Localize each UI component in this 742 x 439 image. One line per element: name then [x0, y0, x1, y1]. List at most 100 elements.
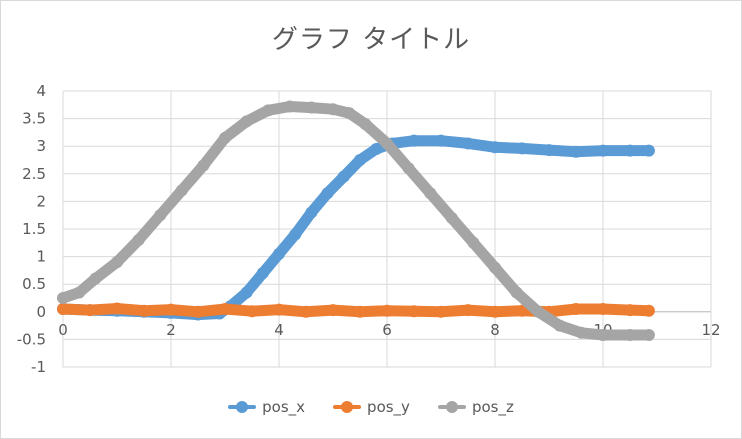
data-point-pos-x [370, 142, 383, 155]
data-point-pos-x [408, 134, 420, 147]
legend-dot-pos-y [341, 401, 354, 413]
data-point-pos-x [305, 206, 318, 219]
data-point-pos-x [240, 286, 253, 299]
data-point-pos-x [624, 144, 636, 157]
data-point-pos-z [305, 101, 318, 114]
data-point-pos-y [57, 303, 69, 316]
data-point-pos-y [435, 305, 447, 318]
legend-item-pos-z: pos_z [437, 398, 514, 416]
data-point-pos-z [262, 104, 275, 117]
data-point-pos-z [381, 137, 393, 150]
data-point-pos-y [84, 304, 96, 317]
data-point-pos-z [73, 286, 86, 299]
legend-label-pos-x: pos_x [262, 398, 306, 416]
data-point-pos-z [343, 107, 356, 120]
data-point-pos-x [337, 170, 350, 183]
data-point-pos-z [219, 131, 231, 144]
data-point-pos-y [246, 305, 258, 318]
x-tick-label: 6 [382, 321, 392, 339]
data-point-pos-z [154, 209, 167, 222]
data-point-pos-y [408, 305, 420, 318]
data-point-pos-z [597, 328, 609, 341]
chart-title: グラフ タイトル [271, 25, 471, 55]
y-tick-label: 2.5 [22, 165, 46, 183]
data-point-pos-z [359, 118, 372, 131]
data-point-pos-z [489, 261, 501, 274]
data-point-pos-y [642, 304, 655, 317]
data-point-pos-x [543, 144, 555, 157]
y-tick-label: 0.5 [22, 275, 46, 293]
data-point-pos-z [327, 103, 339, 116]
data-point-pos-x [462, 137, 474, 150]
data-point-pos-z [240, 115, 253, 128]
y-tick-label: 0 [36, 303, 46, 321]
data-point-pos-y [381, 304, 393, 317]
data-point-pos-z [402, 162, 415, 175]
data-point-pos-z [283, 100, 296, 113]
y-tick-label: -0.5 [17, 330, 46, 348]
data-point-pos-z [445, 211, 458, 224]
data-point-pos-z [424, 187, 437, 200]
legend-item-pos-x: pos_x [228, 398, 305, 416]
data-point-pos-y [219, 303, 231, 316]
data-point-pos-x [435, 134, 447, 147]
data-point-pos-z [553, 319, 566, 332]
x-tick-label: 4 [274, 321, 284, 339]
data-point-pos-z [132, 234, 145, 247]
legend-item-pos-y: pos_y [333, 398, 410, 416]
data-point-pos-x [256, 267, 269, 280]
data-point-pos-y [138, 304, 150, 317]
legend-marker-pos-y [333, 400, 362, 414]
data-point-pos-y [300, 305, 312, 318]
legend-marker-pos-z [437, 400, 466, 414]
data-point-pos-z [111, 256, 123, 269]
data-point-pos-z [57, 292, 69, 304]
data-point-pos-z [510, 286, 523, 299]
data-point-pos-z [89, 272, 102, 285]
data-point-pos-z [575, 326, 588, 339]
legend-dot-pos-z [445, 401, 458, 413]
data-point-pos-y [192, 305, 204, 318]
data-point-pos-z [197, 159, 210, 172]
legend-dot-pos-x [236, 401, 249, 413]
y-tick-label: 3.5 [22, 110, 46, 128]
data-point-pos-y [273, 303, 285, 316]
data-point-pos-y [597, 303, 609, 316]
data-point-pos-y [354, 305, 366, 318]
x-tick-label: 2 [166, 321, 176, 339]
data-point-pos-y [624, 304, 636, 317]
data-point-pos-z [532, 305, 545, 318]
legend-label-pos-y: pos_y [367, 398, 410, 416]
data-point-pos-y [111, 302, 123, 315]
legend-label-pos-z: pos_z [471, 398, 514, 416]
y-tick-label: 1 [36, 248, 46, 266]
data-point-pos-x [642, 144, 655, 157]
data-point-pos-z [624, 328, 636, 341]
data-point-pos-x [321, 187, 334, 200]
data-point-pos-y [570, 303, 582, 316]
x-tick-label: 8 [490, 321, 500, 339]
data-point-pos-y [327, 304, 339, 317]
data-point-pos-x [273, 247, 285, 260]
data-point-pos-x [289, 228, 302, 241]
data-point-pos-y [165, 303, 177, 316]
data-point-pos-x [570, 145, 582, 158]
y-tick-label: -1 [31, 358, 46, 376]
legend: pos_x pos_y pos_z [1, 398, 741, 416]
data-point-pos-y [516, 304, 528, 317]
data-point-pos-x [489, 141, 501, 154]
y-tick-label: 4 [36, 82, 46, 100]
y-tick-label: 3 [36, 137, 46, 155]
legend-marker-pos-x [228, 400, 257, 414]
data-point-pos-x [354, 154, 366, 166]
data-point-pos-y [462, 304, 474, 317]
data-point-pos-y [489, 305, 501, 318]
x-tick-label: 12 [701, 321, 720, 339]
x-tick-label: 0 [58, 321, 68, 339]
series-line-pos-z [57, 101, 655, 341]
data-point-pos-x [597, 144, 609, 157]
y-tick-label: 1.5 [22, 220, 46, 238]
data-point-pos-z [642, 328, 655, 341]
